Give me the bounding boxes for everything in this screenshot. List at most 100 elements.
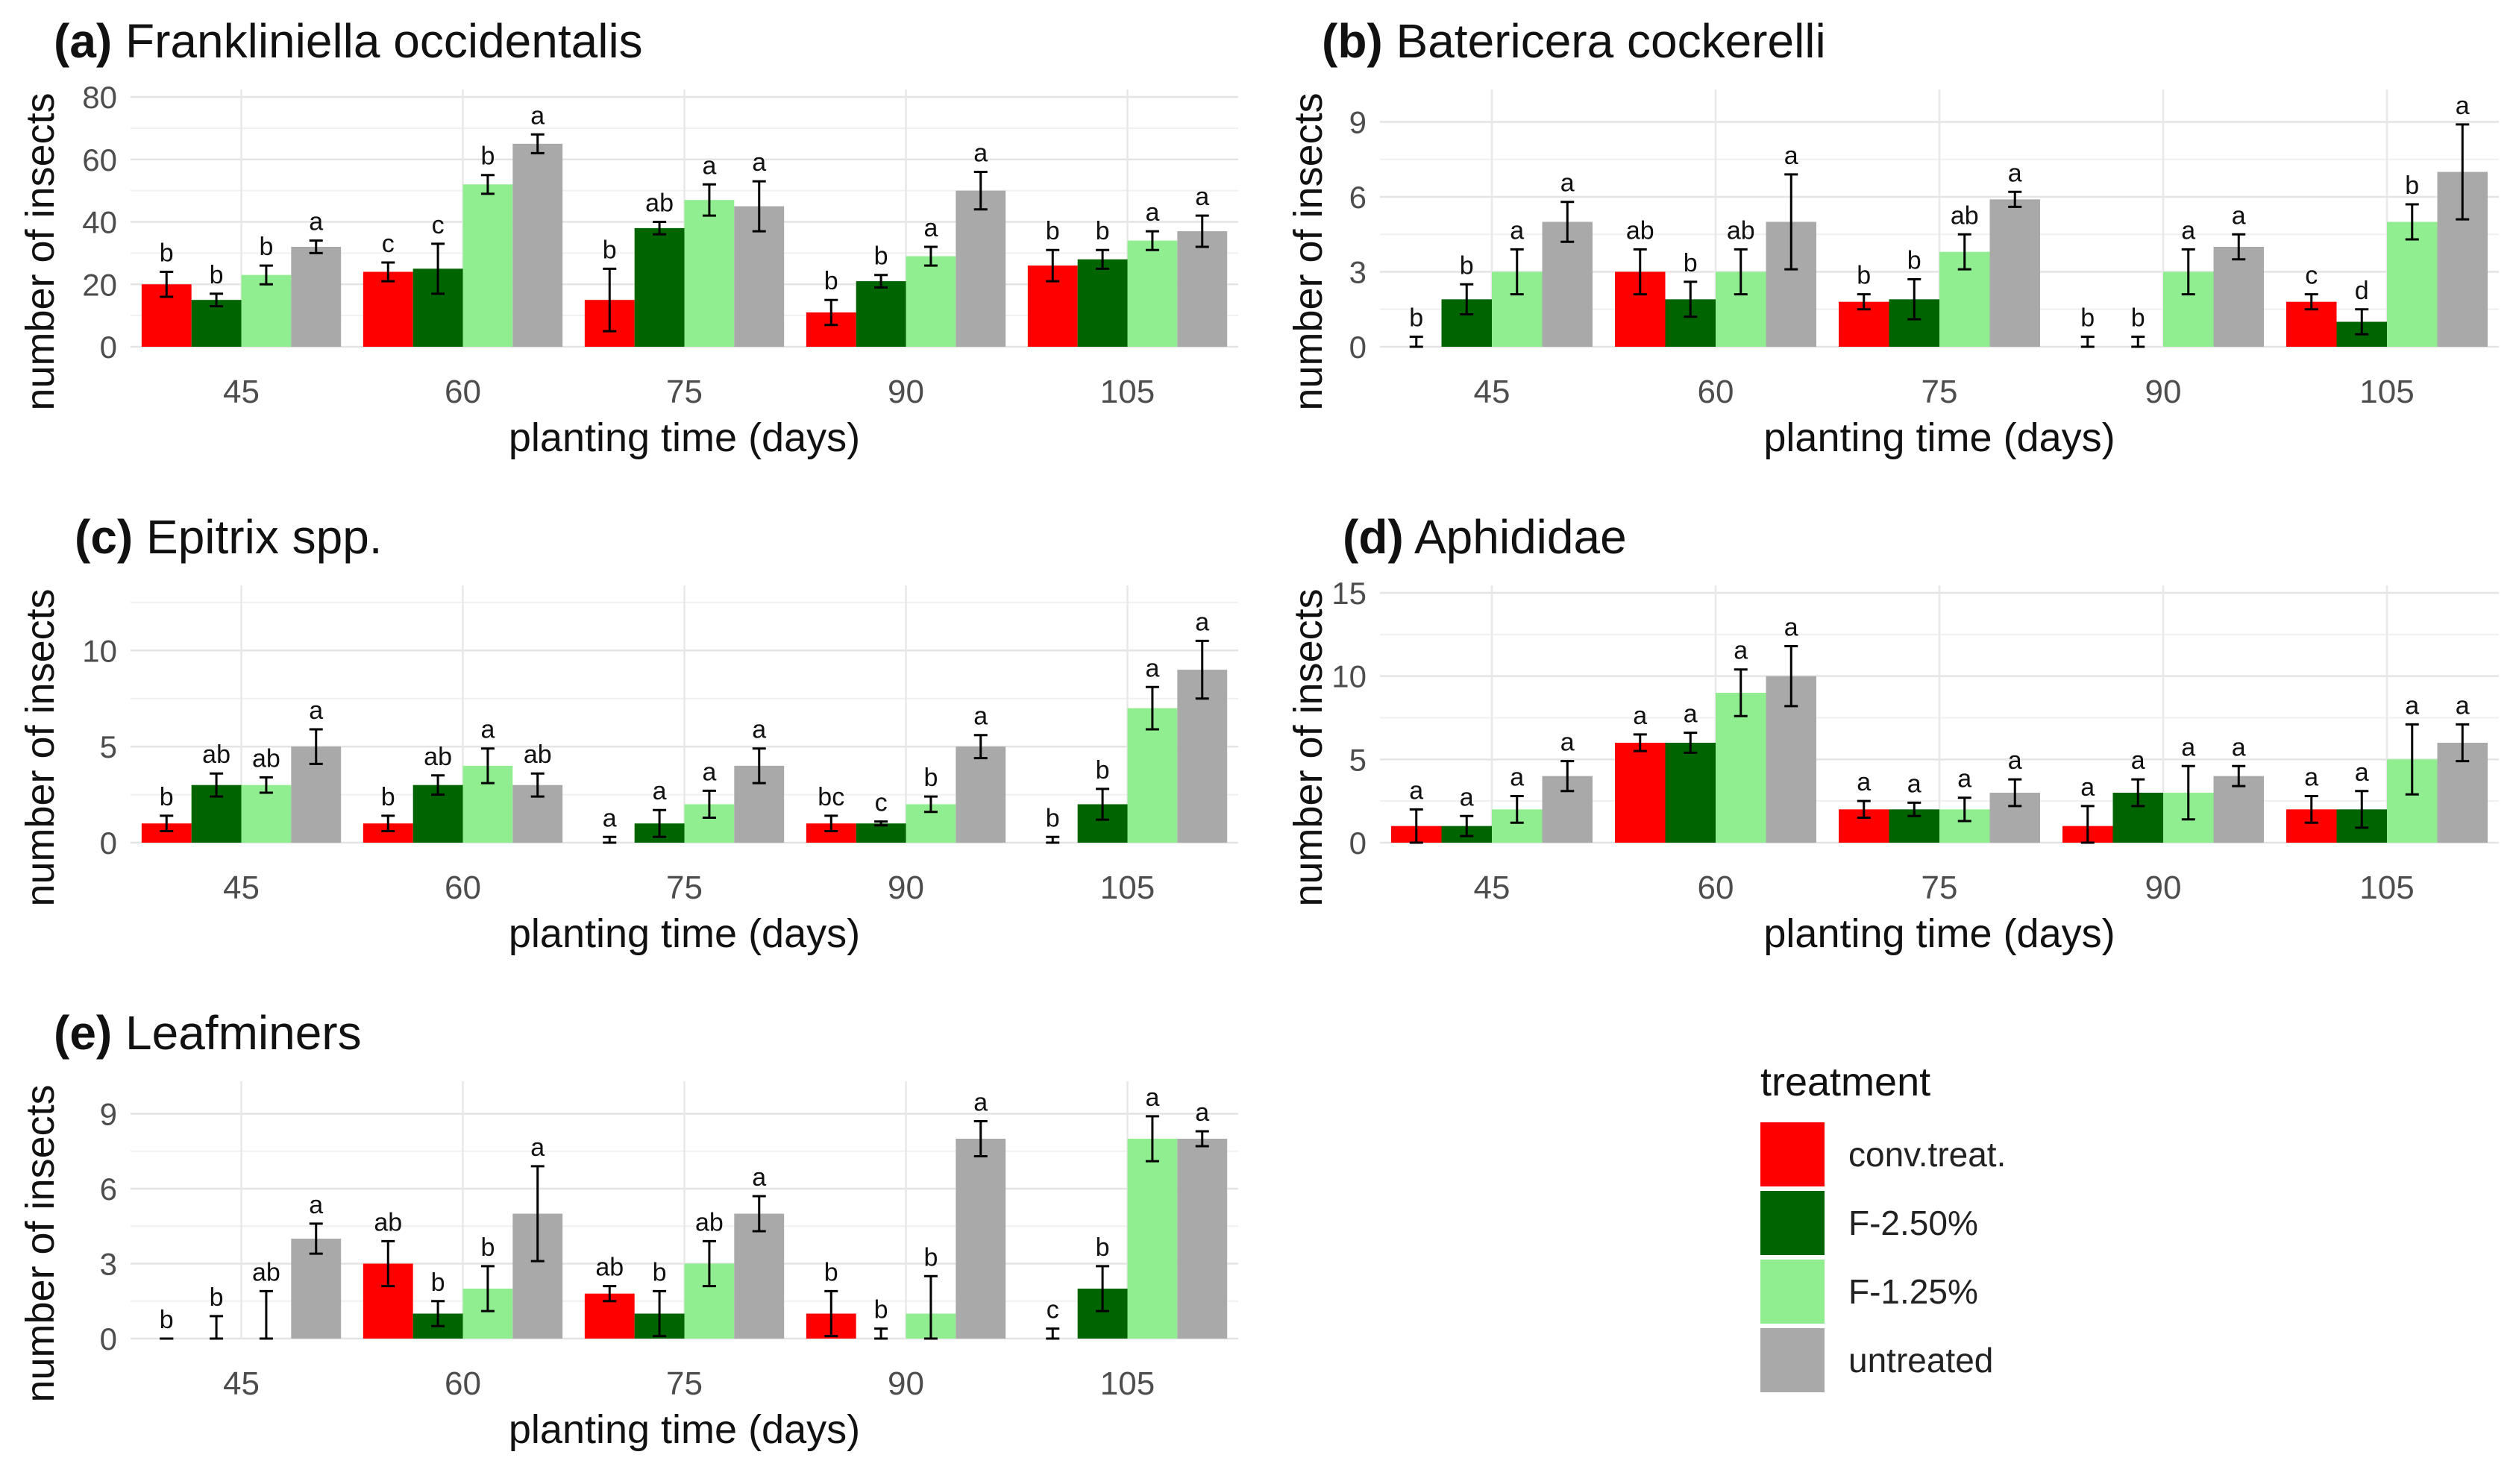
legend-key bbox=[1760, 1328, 1825, 1392]
panel-letter: (a) bbox=[54, 14, 113, 68]
significance-letter: a bbox=[603, 804, 617, 832]
significance-letter: b bbox=[480, 1233, 495, 1262]
x-tick-label: 105 bbox=[2359, 870, 2414, 906]
x-axis-title: planting time (days) bbox=[509, 911, 860, 956]
legend: treatment conv.treat. F-2.50% F-1.25% un… bbox=[1760, 1059, 2006, 1395]
significance-letter: a bbox=[2008, 746, 2022, 775]
x-tick-label: 60 bbox=[1698, 374, 1734, 410]
x-axis-title: planting time (days) bbox=[509, 415, 860, 460]
significance-letter: a bbox=[1145, 198, 1159, 227]
significance-letter: b bbox=[1096, 1233, 1110, 1262]
bar bbox=[512, 143, 563, 347]
bar bbox=[241, 785, 292, 843]
bar bbox=[291, 1239, 342, 1339]
significance-letter: a bbox=[752, 716, 766, 744]
y-tick-label: 3 bbox=[100, 1247, 117, 1282]
significance-letter: a bbox=[2080, 773, 2095, 802]
significance-letter: ab bbox=[524, 741, 552, 769]
x-tick-label: 105 bbox=[1100, 374, 1155, 410]
bar bbox=[856, 281, 906, 347]
y-tick-label: 9 bbox=[100, 1097, 117, 1132]
significance-letter: ab bbox=[1951, 201, 1979, 230]
significance-letter: a bbox=[1734, 637, 1748, 665]
significance-letter: a bbox=[752, 1163, 766, 1192]
bar bbox=[956, 746, 1006, 843]
significance-letter: a bbox=[1784, 613, 1798, 641]
legend-item-conv-treat: conv.treat. bbox=[1760, 1120, 2006, 1189]
bar bbox=[1127, 240, 1178, 347]
x-axis-title: planting time (days) bbox=[1763, 911, 2115, 956]
significance-letter: b bbox=[923, 764, 938, 792]
y-tick-label: 80 bbox=[82, 80, 117, 115]
significance-letter: c bbox=[875, 789, 888, 817]
significance-letter: ab bbox=[374, 1208, 402, 1236]
panel-letter: (d) bbox=[1343, 510, 1404, 564]
significance-letter: a bbox=[1409, 776, 1423, 805]
x-tick-label: 45 bbox=[223, 870, 260, 906]
panel-title: (e) Leafminers bbox=[54, 1005, 362, 1060]
significance-letter: a bbox=[1195, 608, 1209, 636]
x-tick-label: 90 bbox=[888, 1365, 924, 1402]
y-axis-title: number of insects bbox=[1286, 588, 1331, 906]
significance-letter: a bbox=[1857, 768, 1871, 796]
x-tick-label: 105 bbox=[2359, 374, 2414, 410]
significance-letter: a bbox=[2456, 691, 2470, 720]
bar bbox=[1177, 1139, 1228, 1339]
significance-letter: a bbox=[530, 101, 545, 130]
significance-letter: b bbox=[923, 1243, 938, 1271]
x-tick-label: 60 bbox=[445, 1365, 481, 1402]
significance-letter: a bbox=[702, 758, 716, 786]
significance-letter: b bbox=[381, 783, 395, 811]
significance-letter: a bbox=[1560, 169, 1575, 198]
bar bbox=[734, 1213, 785, 1339]
significance-letter: a bbox=[1510, 763, 1524, 791]
significance-letter: a bbox=[309, 1191, 323, 1219]
x-tick-label: 90 bbox=[2145, 374, 2182, 410]
y-axis-title: number of insects bbox=[18, 1084, 63, 1402]
bar bbox=[956, 1139, 1006, 1339]
x-tick-label: 75 bbox=[666, 1365, 703, 1402]
y-tick-label: 60 bbox=[82, 142, 117, 177]
significance-letter: b bbox=[160, 239, 174, 268]
significance-letter: b bbox=[1046, 804, 1060, 832]
significance-letter: a bbox=[1907, 770, 1921, 798]
bar bbox=[191, 300, 242, 347]
significance-letter: ab bbox=[424, 743, 452, 771]
significance-letter: a bbox=[2355, 758, 2369, 787]
chart-svg: 0 5 10 15 45 60 75 90 105 a a a a a a a a a a a a a a a a a a a a pla… bbox=[1286, 576, 2499, 956]
significance-letter: a bbox=[1510, 216, 1524, 245]
significance-letter: a bbox=[1145, 654, 1159, 682]
significance-letter: b bbox=[431, 1268, 445, 1297]
x-tick-label: 45 bbox=[223, 1365, 260, 1402]
legend-key bbox=[1760, 1191, 1825, 1255]
significance-letter: a bbox=[973, 139, 988, 168]
y-axis-title: number of insects bbox=[18, 588, 63, 906]
significance-letter: a bbox=[2232, 733, 2246, 761]
panel-d: (d) Aphididae 0 5 10 15 45 60 75 90 105 a a a a a a a a a… bbox=[1268, 496, 2516, 988]
panel-title-text: Epitrix spp. bbox=[146, 510, 383, 564]
significance-letter: b bbox=[1907, 247, 1921, 275]
significance-letter: a bbox=[2456, 92, 2470, 120]
significance-letter: a bbox=[1460, 783, 1474, 811]
significance-letter: b bbox=[1684, 249, 1698, 277]
bar bbox=[1615, 743, 1666, 843]
bar bbox=[956, 190, 1006, 347]
significance-letter: a bbox=[653, 777, 667, 805]
y-tick-label: 0 bbox=[100, 826, 117, 861]
y-axis-title: number of insects bbox=[18, 92, 63, 410]
panel-letter: (b) bbox=[1322, 14, 1383, 68]
significance-letter: a bbox=[2131, 746, 2145, 775]
significance-letter: b bbox=[160, 783, 174, 811]
y-tick-label: 0 bbox=[1349, 826, 1367, 861]
bar bbox=[1127, 708, 1178, 843]
bar bbox=[462, 184, 513, 347]
significance-letter: a bbox=[530, 1134, 545, 1162]
significance-letter: b bbox=[603, 236, 617, 264]
legend-key bbox=[1760, 1260, 1825, 1324]
significance-letter: a bbox=[1957, 765, 1971, 793]
significance-letter: c bbox=[1047, 1296, 1059, 1324]
significance-letter: bc bbox=[818, 783, 844, 811]
x-axis-title: planting time (days) bbox=[509, 1407, 860, 1452]
legend-item-f-2-50: F-2.50% bbox=[1760, 1189, 2006, 1257]
